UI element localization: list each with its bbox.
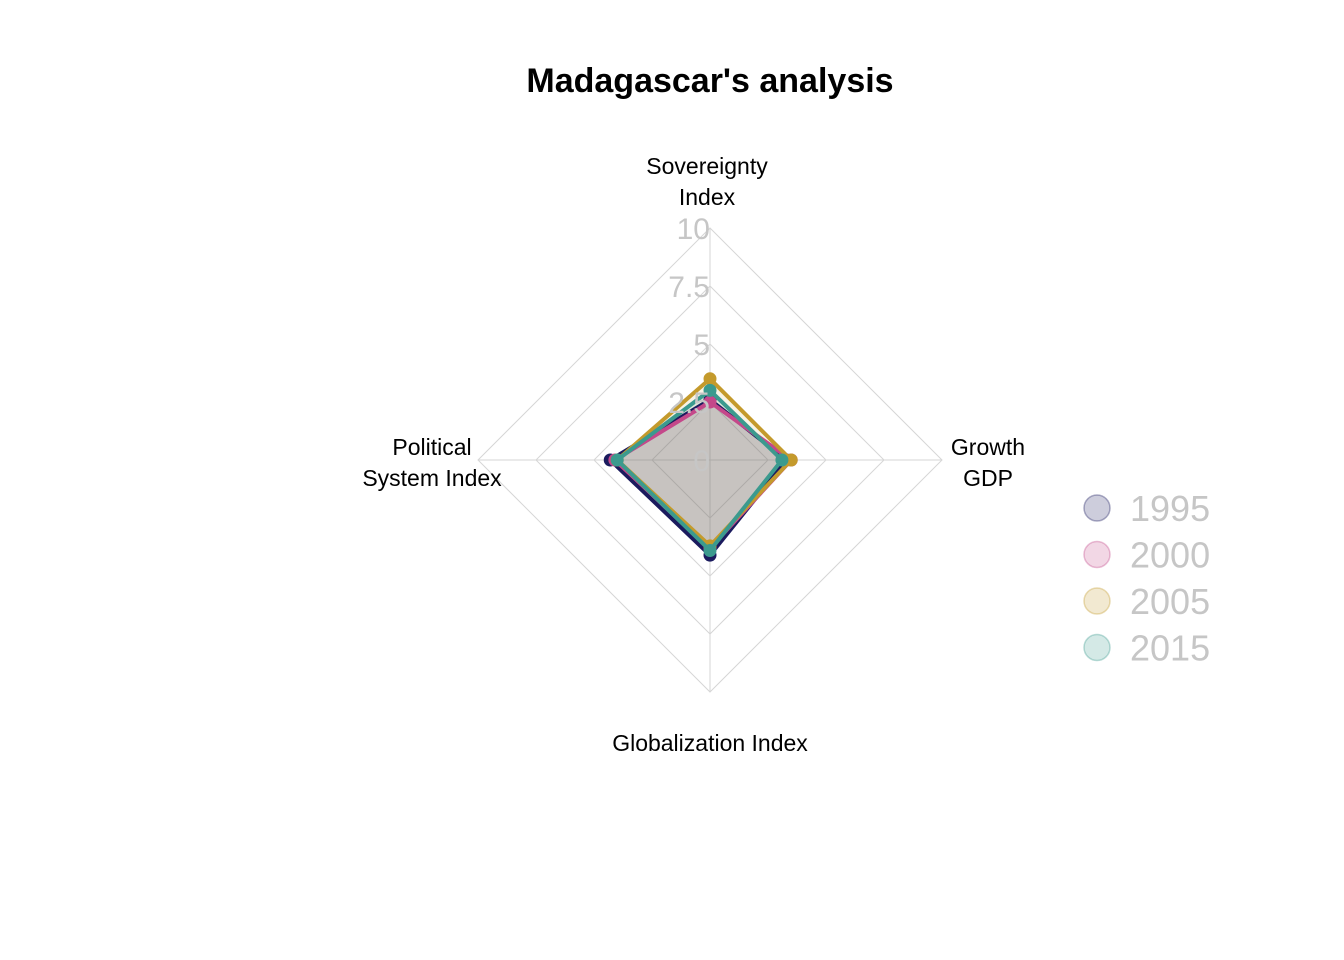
legend-marker-2005	[1083, 587, 1111, 615]
axis-label-line: Index	[679, 184, 736, 210]
legend-marker-2015	[1083, 633, 1111, 662]
legend-label-1995: 1995	[1130, 488, 1210, 529]
axis-label-line: Political	[392, 434, 471, 460]
series-point-2015-3	[703, 543, 717, 557]
legend-marker-2000	[1083, 540, 1111, 569]
axis-label-3: Globalization Index	[612, 730, 808, 756]
axis-label-line: Globalization Index	[612, 730, 808, 756]
series-point-2015-2	[775, 453, 789, 467]
axis-label-line: GDP	[963, 465, 1013, 491]
series-point-2005-1	[703, 372, 717, 386]
series-area-2000	[614, 402, 792, 549]
series-area-1995	[610, 399, 787, 556]
tick-label: 5	[693, 329, 710, 362]
series-point-2000-1	[703, 395, 717, 409]
axis-label-line: Sovereignty	[646, 153, 768, 179]
axis-label-1: Sovereignty Index	[646, 153, 768, 210]
tick-label: 10	[677, 213, 710, 246]
tick-labels: 0 2.5 5 7.5 10	[668, 213, 710, 478]
legend-label-2015: 2015	[1130, 628, 1210, 669]
series-point-2015-1	[703, 383, 717, 397]
tick-label: 7.5	[668, 271, 710, 304]
series-point-2005-2	[784, 453, 798, 467]
legend: 1995 2000 2005 2015	[1083, 488, 1210, 669]
series-point-2015-4	[610, 453, 624, 467]
series-layer	[603, 372, 798, 562]
chart-title: Madagascar's analysis	[526, 62, 893, 100]
tick-label: 0	[693, 445, 710, 478]
axis-label-line: Growth	[951, 434, 1025, 460]
radar-grid	[477, 227, 943, 693]
axis-labels: Sovereignty Index Growth GDP Globalization I…	[362, 153, 1025, 756]
legend-label-2005: 2005	[1130, 581, 1210, 622]
tick-label: 2.5	[668, 387, 710, 420]
axis-label-2: Growth GDP	[951, 434, 1025, 491]
axis-label-line: System Index	[362, 465, 502, 491]
legend-label-2000: 2000	[1130, 535, 1210, 576]
axis-label-4: Political System Index	[362, 434, 502, 491]
legend-marker-1995	[1083, 494, 1111, 522]
